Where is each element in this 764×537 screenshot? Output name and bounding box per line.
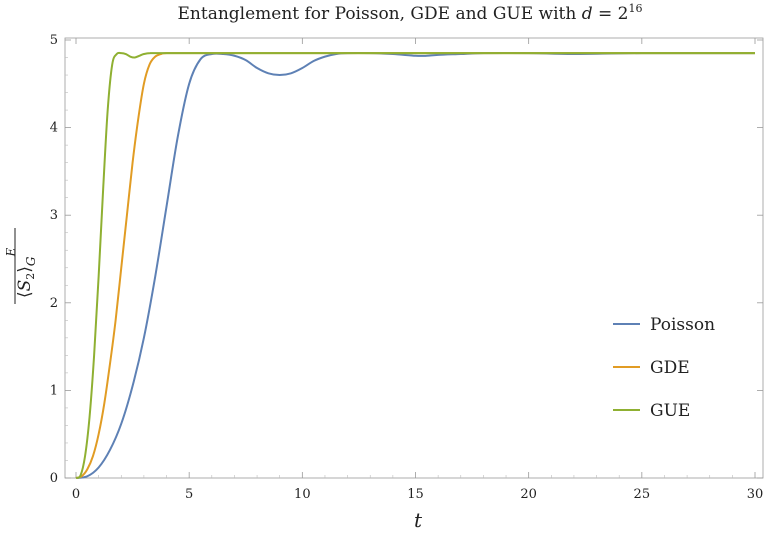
series-layer <box>75 51 756 479</box>
legend-label-gde: GDE <box>650 358 690 378</box>
axis-ticks: 0 5 10 15 20 25 30 0 1 2 3 4 5 <box>50 33 764 502</box>
y-tick-label: 1 <box>50 383 58 398</box>
y-tick-label: 2 <box>50 296 58 311</box>
x-tick-label: 25 <box>634 487 651 502</box>
y-tick-label: 0 <box>50 471 58 486</box>
y-axis-label: ⟨S2⟩GE <box>4 228 38 304</box>
y-label-var: S <box>15 280 35 292</box>
x-tick-label: 10 <box>294 487 311 502</box>
y-label-sub: 2 <box>24 273 37 280</box>
y-tick-label: 5 <box>50 33 58 48</box>
x-tick-label: 5 <box>185 487 193 502</box>
y-label-open: ⟨ <box>15 291 35 298</box>
chart-title-prefix: Entanglement for Poisson, GDE and GUE wi… <box>178 4 582 24</box>
y-tick-label: 3 <box>50 208 58 223</box>
x-tick-label: 0 <box>72 487 80 502</box>
series-line-gue <box>75 51 755 479</box>
series-line-poisson <box>75 52 756 479</box>
legend-label-gue: GUE <box>650 401 690 421</box>
svg-text:⟨S2⟩GE: ⟨S2⟩GE <box>4 247 38 298</box>
x-axis-label: t <box>414 508 423 532</box>
x-tick-label: 15 <box>407 487 424 502</box>
y-label-superscript: E <box>4 247 18 257</box>
legend: Poisson GDE GUE <box>613 315 715 421</box>
chart-title: Entanglement for Poisson, GDE and GUE wi… <box>178 2 643 24</box>
chart-title-eq: = 2 <box>593 4 629 24</box>
y-label-close: ⟩ <box>15 266 35 273</box>
chart-title-exp: 16 <box>629 2 643 15</box>
y-label-subscript: G <box>24 256 38 266</box>
legend-label-poisson: Poisson <box>650 315 715 335</box>
plot-frame <box>64 37 764 479</box>
x-tick-label: 30 <box>747 487 764 502</box>
x-tick-label: 20 <box>520 487 537 502</box>
y-tick-label: 4 <box>50 121 58 136</box>
chart-title-var: d <box>582 4 593 24</box>
